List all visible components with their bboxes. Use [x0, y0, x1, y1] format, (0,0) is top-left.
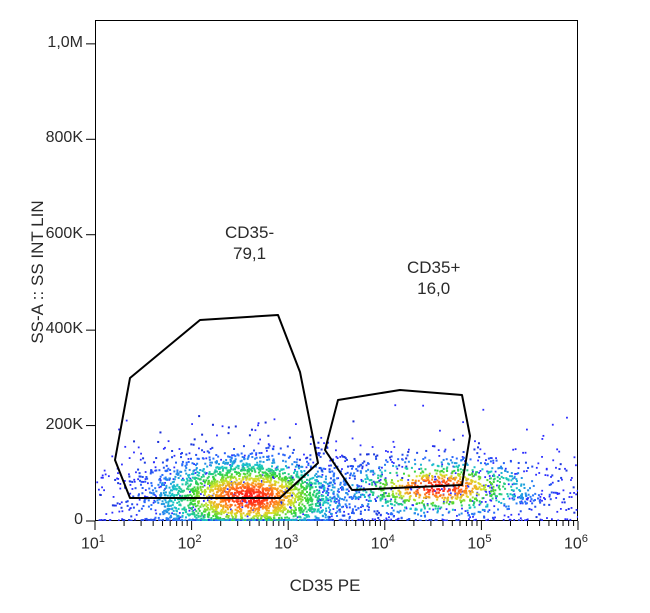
- gate-label-cd35neg-pct: 79,1: [225, 243, 274, 264]
- x-tick-label: 106: [564, 533, 588, 553]
- y-tick-label: 200K: [46, 416, 83, 434]
- x-tick-label: 102: [178, 533, 202, 553]
- gate-label-cd35pos-pct: 16,0: [407, 278, 460, 299]
- x-tick-label: 101: [81, 533, 105, 553]
- plot-svg: [0, 0, 650, 613]
- y-tick-label: 800K: [46, 129, 83, 147]
- y-tick-label: 600K: [46, 225, 83, 243]
- gate-label-cd35pos-name: CD35+: [407, 257, 460, 278]
- y-tick-label: 1,0M: [47, 34, 83, 52]
- y-tick-label: 0: [74, 511, 83, 529]
- x-tick-label: 104: [371, 533, 395, 553]
- flow-cytometry-plot: SS-A :: SS INT LIN CD35 PE CD35- 79,1 CD…: [0, 0, 650, 613]
- y-tick-label: 400K: [46, 320, 83, 338]
- x-tick-label: 103: [274, 533, 298, 553]
- gate-label-cd35neg: CD35- 79,1: [225, 222, 274, 265]
- gate-label-cd35neg-name: CD35-: [225, 222, 274, 243]
- x-tick-label: 105: [467, 533, 491, 553]
- gate-label-cd35pos: CD35+ 16,0: [407, 257, 460, 300]
